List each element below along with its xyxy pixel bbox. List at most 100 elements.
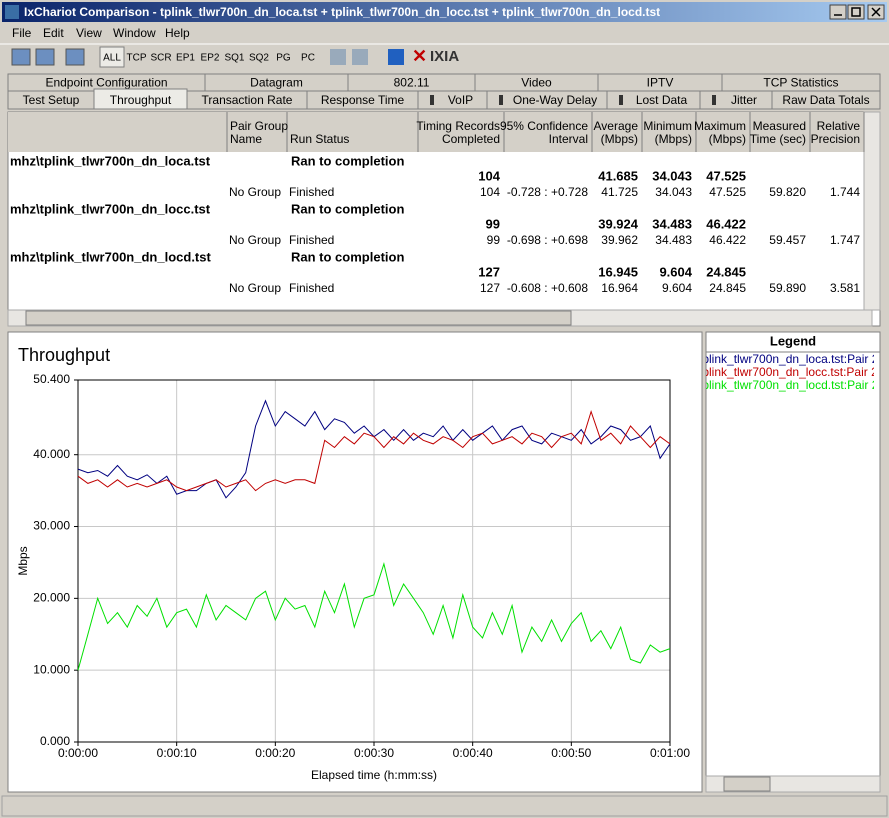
pair-cell: 34.483 [655,233,692,247]
y-tick-label: 20.000 [33,591,70,605]
plot-border [77,379,671,743]
toolbar-button[interactable]: SQ2 [249,53,269,64]
toolbar-button[interactable]: EP2 [201,53,220,64]
toolbar-button[interactable]: PC [301,53,315,64]
toolbar-button[interactable]: SCR [150,53,171,64]
y-tick-label: 30.000 [33,519,70,533]
column-header: 95% Confidence [500,119,588,133]
summary-maximum: 47.525 [706,168,746,183]
toolbar-button[interactable]: EP1 [176,53,195,64]
column-header: (Mbps) [709,132,746,146]
scroll-thumb[interactable] [723,776,771,792]
tab-icon [430,95,434,105]
vertical-scrollbar[interactable] [863,111,881,311]
series-line [77,409,671,492]
pair-cell: 59.820 [769,185,806,199]
toggle-pressed [99,46,125,68]
app-icon [5,5,19,19]
column-header: (Mbps) [655,132,692,146]
summary-average: 39.924 [598,216,639,231]
logo-x: ✕ [412,46,427,66]
pair-cell: 99 [487,233,501,247]
column-header: Completed [442,132,500,146]
toolbar-button[interactable]: ALL [103,53,121,64]
column-header: Maximum [694,119,746,133]
summary-average: 41.685 [598,168,638,183]
pair-cell: 1.744 [830,185,860,199]
pair-cell: Finished [289,233,334,247]
minimize-button[interactable] [829,4,847,20]
y-axis-label: Mbps [16,546,30,575]
file-name: mhz\tplink_tlwr700n_dn_loca.tst [10,153,211,168]
tab-icon [619,95,623,105]
tab-label: Response Time [321,93,405,107]
pair-cell: Finished [289,185,334,199]
menu-item[interactable]: File [12,26,32,40]
pair-cell: 127 [480,281,500,295]
column-header: Run Status [290,132,349,146]
pair-cell: 16.964 [601,281,638,295]
tab-label: One-Way Delay [513,93,597,107]
toolbar-icon[interactable] [65,48,85,66]
x-tick-label: 0:00:30 [354,746,394,760]
toolbar-icon[interactable] [388,49,404,65]
column-header: Average [594,119,639,133]
tab-label: IPTV [647,76,674,90]
pair-cell: 3.581 [830,281,860,295]
tab[interactable] [771,90,881,110]
column-header: Interval [549,132,588,146]
scroll-thumb[interactable] [25,310,572,326]
legend-title: Legend [770,333,816,348]
tab-label: Transaction Rate [202,93,293,107]
pair-cell: Finished [289,281,334,295]
tab-label: Jitter [731,93,757,107]
menu-item[interactable]: View [76,26,102,40]
toolbar-icon[interactable] [11,48,31,66]
logo: IXIA [430,48,459,65]
toolbar-button[interactable]: SQ1 [224,53,244,64]
tab-icon [712,95,716,105]
pair-cell: No Group [229,233,281,247]
chart-title: Throughput [18,345,110,365]
x-tick-label: 0:00:20 [255,746,295,760]
pair-cell: 41.725 [601,185,638,199]
y-tick-label: 40.000 [33,447,70,461]
pair-cell: 59.457 [769,233,806,247]
tab-label: Lost Data [636,93,688,107]
menu-item[interactable]: Edit [43,26,64,40]
tab-label: Endpoint Configuration [45,76,167,90]
window-title: IxChariot Comparison - tplink_tlwr700n_d… [24,5,660,19]
x-tick-label: 0:01:00 [650,746,690,760]
tab-label: VoIP [448,93,473,107]
pair-cell: 104 [480,185,500,199]
summary-minimum: 34.043 [652,168,692,183]
menu-item[interactable]: Help [165,26,190,40]
menu-item[interactable]: Window [113,26,156,40]
pair-cell: 59.890 [769,281,806,295]
run-status: Ran to completion [291,249,404,264]
x-axis-label: Elapsed time (h:mm:ss) [311,768,437,782]
toolbar-icon[interactable] [330,49,346,65]
pair-cell: 47.525 [709,185,746,199]
x-tick-label: 0:00:40 [453,746,493,760]
tab-label: Video [521,76,552,90]
tab-icon [499,95,503,105]
status-bar [1,795,888,817]
toolbar-button[interactable]: PG [276,53,291,64]
legend-entry: tplink_tlwr700n_dn_loca.tst:Pair 2 [699,352,879,366]
toolbar-icon[interactable] [352,49,368,65]
pair-cell: 39.962 [601,233,638,247]
file-name: mhz\tplink_tlwr700n_dn_locc.tst [10,201,211,216]
x-tick-label: 0:00:00 [58,746,98,760]
pair-cell: 9.604 [662,281,692,295]
title-bar [2,2,887,22]
toolbar-icon[interactable] [35,48,55,66]
maximize-button[interactable] [847,4,865,20]
toolbar-button[interactable]: TCP [127,53,147,64]
pair-cell: 24.845 [709,281,746,295]
pair-cell: No Group [229,185,281,199]
column-header: Time (sec) [750,132,806,146]
x-tick-label: 0:00:10 [157,746,197,760]
summary-records: 104 [478,168,500,183]
